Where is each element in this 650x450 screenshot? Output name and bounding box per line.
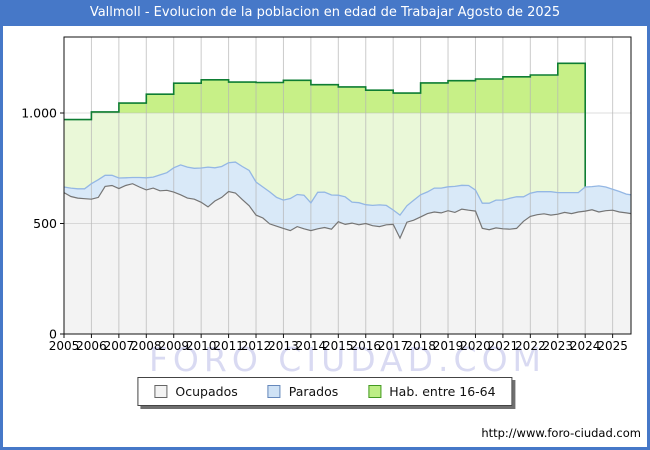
x-tick-label: 2006 bbox=[76, 339, 107, 353]
y-tick-label: 0 bbox=[49, 327, 57, 342]
y-tick-label: 500 bbox=[33, 216, 57, 231]
x-tick-label: 2020 bbox=[460, 339, 491, 353]
x-tick-label: 2018 bbox=[405, 339, 436, 353]
x-tick-label: 2022 bbox=[515, 339, 546, 353]
legend-label-ocupados: Ocupados bbox=[175, 384, 238, 399]
x-tick-label: 2008 bbox=[131, 339, 162, 353]
legend-label-hab-16-64: Hab. entre 16-64 bbox=[389, 384, 496, 399]
x-tick-label: 2009 bbox=[158, 339, 189, 353]
x-tick-label: 2007 bbox=[104, 339, 135, 353]
legend-item-parados: Parados bbox=[267, 384, 339, 399]
y-tick-label: 1.000 bbox=[21, 106, 57, 121]
x-tick-label: 2011 bbox=[213, 339, 244, 353]
x-tick-label: 2016 bbox=[350, 339, 381, 353]
x-tick-label: 2023 bbox=[542, 339, 573, 353]
chart-legend: Ocupados Parados Hab. entre 16-64 bbox=[137, 377, 513, 406]
x-tick-label: 2012 bbox=[241, 339, 272, 353]
legend-swatch-ocupados bbox=[154, 385, 168, 398]
x-tick-label: 2024 bbox=[570, 339, 601, 353]
foro-ciudad-url[interactable]: http://www.foro-ciudad.com bbox=[481, 426, 641, 440]
legend-item-hab-16-64: Hab. entre 16-64 bbox=[368, 384, 496, 399]
x-tick-label: 2013 bbox=[268, 339, 299, 353]
x-tick-label: 2010 bbox=[186, 339, 217, 353]
x-tick-label: 2015 bbox=[323, 339, 354, 353]
chart-title: Vallmoll - Evolucion de la poblacion en … bbox=[0, 0, 650, 26]
legend-label-parados: Parados bbox=[288, 384, 339, 399]
x-tick-label: 2005 bbox=[49, 339, 80, 353]
legend-swatch-parados bbox=[267, 385, 281, 398]
x-tick-label: 2017 bbox=[378, 339, 409, 353]
x-tick-label: 2014 bbox=[296, 339, 327, 353]
watermark-text: FORO CIUDAD.COM bbox=[149, 340, 546, 379]
x-tick-label: 2025 bbox=[597, 339, 628, 353]
x-tick-label: 2021 bbox=[488, 339, 519, 353]
legend-item-ocupados: Ocupados bbox=[154, 384, 238, 399]
legend-swatch-hab-16-64 bbox=[368, 385, 382, 398]
x-tick-label: 2019 bbox=[433, 339, 464, 353]
